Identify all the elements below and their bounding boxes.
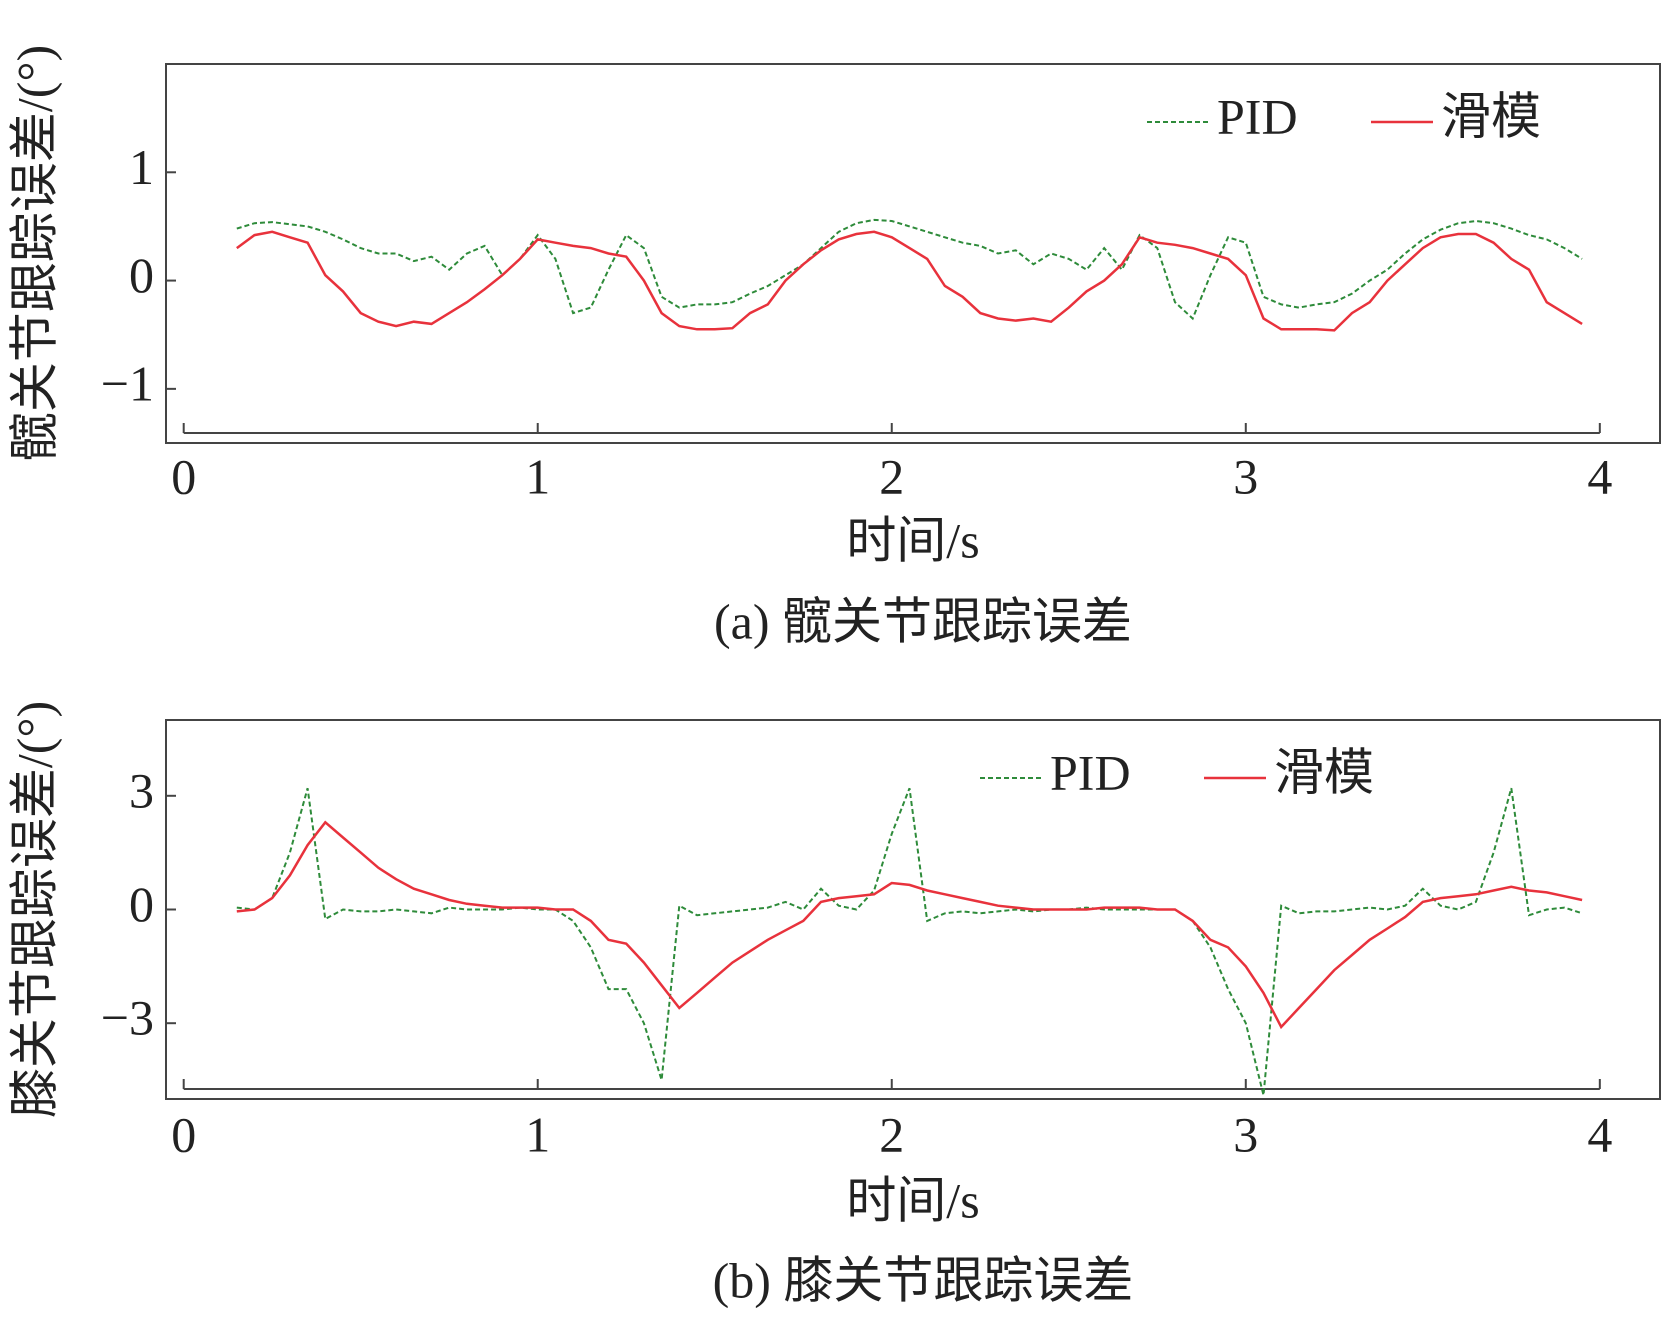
y-tick-label: 1 (129, 139, 154, 195)
x-tick-label: 4 (1587, 1106, 1612, 1162)
y-tick-label: 0 (129, 876, 154, 932)
plot-frame (165, 63, 1661, 444)
y-axis-label: 髋关节跟踪误差/(°) (6, 45, 62, 462)
legend-label: PID (1050, 744, 1131, 800)
series-line (236, 230, 1583, 332)
x-tick-label: 3 (1233, 448, 1258, 504)
x-tick-label: 0 (171, 1106, 196, 1162)
legend-label: 滑模 (1441, 88, 1541, 144)
x-tick-label: 2 (879, 448, 904, 504)
x-axis-label: 时间/s (846, 1172, 979, 1228)
caption: (b) 膝关节跟踪误差 (713, 1252, 1134, 1308)
x-tick-label: 4 (1587, 448, 1612, 504)
x-axis-label: 时间/s (846, 512, 979, 568)
y-axis-label: 膝关节跟踪误差/(°) (6, 701, 62, 1118)
x-tick-label: 0 (171, 448, 196, 504)
series-line (236, 787, 1583, 1096)
x-tick-label: 3 (1233, 1106, 1258, 1162)
y-tick-label: −1 (101, 355, 154, 411)
x-tick-label: 2 (879, 1106, 904, 1162)
legend-label: PID (1217, 88, 1298, 144)
x-tick-label: 1 (525, 1106, 550, 1162)
y-tick-label: 3 (129, 762, 154, 818)
y-tick-label: −3 (101, 990, 154, 1046)
series-line (236, 218, 1583, 321)
x-tick-label: 1 (525, 448, 550, 504)
y-tick-label: 0 (129, 247, 154, 303)
series-line (236, 820, 1583, 1030)
legend-label: 滑模 (1274, 744, 1374, 800)
caption: (a) 髋关节跟踪误差 (714, 593, 1132, 649)
